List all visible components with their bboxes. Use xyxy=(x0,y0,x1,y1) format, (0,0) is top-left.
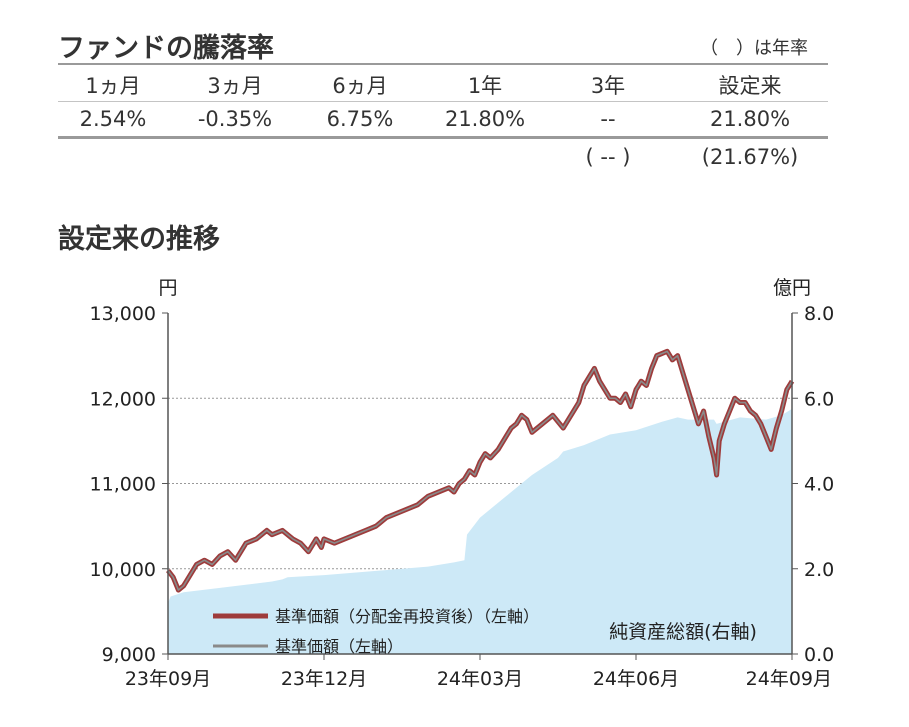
left-tick-label: 11,000 xyxy=(90,474,156,496)
legend-label-reinvested: 基準価額（分配金再投資後）（左軸） xyxy=(275,607,539,626)
x-tick-label: 23年09月 xyxy=(125,668,211,690)
x-tick-label: 24年09月 xyxy=(746,668,832,690)
right-tick-label: 4.0 xyxy=(804,474,834,496)
table-bottom-rule xyxy=(58,136,828,139)
right-tick-label: 8.0 xyxy=(804,303,834,325)
net-assets-area xyxy=(168,408,792,654)
table-top-rule xyxy=(58,63,828,65)
value-3m: -0.35% xyxy=(197,107,273,131)
col-header-3m: 3ヵ月 xyxy=(207,74,263,98)
value-since-inception: 21.80% xyxy=(709,107,791,131)
value-3y: -- xyxy=(600,107,616,131)
nav-chart: 円 億円 13,000 12,000 11,000 10,000 9,000 8.0 6.0… xyxy=(90,277,835,690)
value-6m: 6.75% xyxy=(326,107,394,131)
left-tick-label: 13,000 xyxy=(90,303,156,325)
col-header-1m: 1ヵ月 xyxy=(85,74,141,98)
performance-title: ファンドの騰落率 xyxy=(58,33,274,64)
x-tick-label: 23年12月 xyxy=(281,668,367,690)
col-header-3y: 3年 xyxy=(590,74,626,98)
right-tick-label: 2.0 xyxy=(804,559,834,581)
col-header-1y: 1年 xyxy=(467,74,503,98)
annualized-since-inception: (21.67%) xyxy=(701,145,799,169)
net-assets-area-label: 純資産総額(右軸) xyxy=(609,621,757,643)
nav-line xyxy=(167,350,793,591)
x-tick-label: 24年06月 xyxy=(593,668,679,690)
value-1y: 21.80% xyxy=(444,107,526,131)
left-axis-unit: 円 xyxy=(158,277,177,299)
x-tick-label: 24年03月 xyxy=(437,668,523,690)
right-tick-label: 6.0 xyxy=(804,388,834,410)
trend-title: 設定来の推移 xyxy=(58,224,220,255)
table-mid-rule xyxy=(58,101,828,102)
left-tick-label: 12,000 xyxy=(90,388,156,410)
right-tick-label: 0.0 xyxy=(804,644,834,666)
legend-label-nav: 基準価額（左軸） xyxy=(275,637,403,656)
col-header-6m: 6ヵ月 xyxy=(332,74,388,98)
annualized-3y: ( -- ) xyxy=(585,145,631,169)
left-tick-label: 9,000 xyxy=(102,644,156,666)
left-tick-label: 10,000 xyxy=(90,559,156,581)
right-axis-unit: 億円 xyxy=(773,277,811,299)
value-1m: 2.54% xyxy=(79,107,147,131)
col-header-since-inception: 設定来 xyxy=(718,74,782,98)
annual-rate-note: （ ）は年率 xyxy=(700,38,808,59)
